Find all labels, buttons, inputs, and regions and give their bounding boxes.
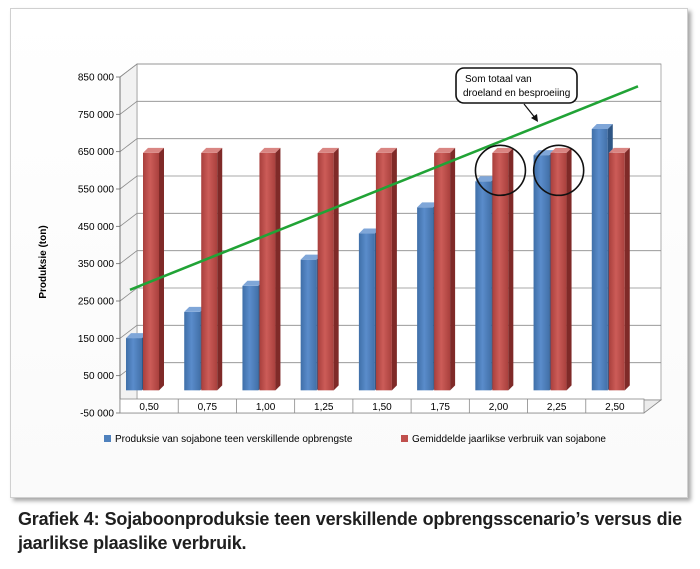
bar-top bbox=[317, 147, 339, 153]
gridline bbox=[119, 175, 661, 190]
bar-consumption bbox=[143, 147, 164, 391]
bar-top bbox=[201, 147, 223, 153]
bar-side bbox=[333, 147, 339, 391]
y-tick-label: 350 000 bbox=[78, 259, 115, 270]
bar-consumption bbox=[608, 147, 630, 391]
bar-front bbox=[608, 152, 625, 391]
x-tick-label: 1,00 bbox=[256, 402, 276, 413]
bar-side bbox=[217, 147, 223, 391]
y-tick-label: 850 000 bbox=[78, 73, 115, 84]
bar-side bbox=[624, 147, 630, 391]
bar-front bbox=[126, 338, 142, 391]
bars bbox=[126, 124, 630, 391]
legend-swatch bbox=[104, 435, 111, 442]
bar-top bbox=[550, 147, 572, 153]
legend-label: Produksie van sojabone teen verskillende… bbox=[115, 434, 353, 445]
legend-label: Gemiddelde jaarlikse verbruik van sojabo… bbox=[412, 434, 606, 445]
bar-consumption bbox=[550, 147, 572, 391]
bar-top bbox=[126, 333, 147, 339]
trend-line-group bbox=[129, 85, 639, 292]
category-band bbox=[119, 398, 645, 414]
bar-front bbox=[375, 152, 392, 391]
bar-side bbox=[450, 147, 456, 391]
trend-line bbox=[129, 85, 639, 292]
bar-top bbox=[242, 280, 264, 286]
figure-caption: Grafiek 4: Sojaboonproduksie teen verski… bbox=[18, 509, 682, 553]
bar-consumption bbox=[259, 147, 281, 391]
bar-front bbox=[242, 285, 259, 391]
bar-front bbox=[434, 152, 451, 391]
bar-top bbox=[434, 147, 456, 153]
annotation-line2: droeland en besproeiing bbox=[463, 88, 570, 99]
bar-side bbox=[391, 147, 397, 391]
bar-consumption bbox=[434, 147, 456, 391]
x-tick-label: 1,75 bbox=[430, 402, 450, 413]
highlight-circle bbox=[532, 144, 585, 197]
y-tick-label: 450 000 bbox=[78, 222, 115, 233]
x-tick-label: 1,25 bbox=[314, 402, 334, 413]
bar-consumption bbox=[317, 147, 339, 391]
bar-front bbox=[201, 152, 218, 391]
highlight-circles bbox=[474, 144, 585, 197]
gridline bbox=[119, 138, 661, 152]
y-axis-label: Produksie (ton) bbox=[38, 225, 49, 298]
x-tick-label: 2,00 bbox=[489, 402, 509, 413]
bar-top bbox=[184, 306, 206, 312]
bar-top bbox=[417, 202, 439, 208]
bar-front bbox=[492, 152, 509, 391]
annotation-group: Som totaal van droeland en besproeiing bbox=[455, 67, 578, 122]
y-tick-label: -50 000 bbox=[80, 409, 114, 420]
bar-side bbox=[275, 147, 281, 391]
y-tick-label: 750 000 bbox=[78, 110, 115, 121]
y-tick-label: 50 000 bbox=[83, 371, 114, 382]
bar-top bbox=[492, 147, 514, 153]
x-tick-label: 2,25 bbox=[547, 402, 567, 413]
gridline bbox=[119, 63, 661, 78]
bar-chart: -50 000 50 000 150 000 250 000 350 000 450 00… bbox=[38, 63, 663, 445]
legend-swatch bbox=[401, 435, 408, 442]
bar-front bbox=[300, 259, 317, 391]
bar-top bbox=[475, 176, 497, 182]
bar-front bbox=[184, 311, 201, 391]
bar-front bbox=[358, 233, 375, 391]
bar-front bbox=[533, 155, 550, 391]
y-tick-label: 250 000 bbox=[78, 297, 115, 308]
highlight-circle bbox=[474, 144, 527, 197]
x-tick-label: 0,75 bbox=[198, 402, 218, 413]
bar-top bbox=[259, 147, 281, 153]
annotation-line1: Som totaal van bbox=[465, 74, 532, 85]
bar-top bbox=[608, 147, 630, 153]
bar-front bbox=[417, 207, 434, 391]
y-tick-label: 650 000 bbox=[78, 147, 115, 158]
x-tick-label: 2,50 bbox=[605, 402, 625, 413]
x-axis-ticks: 0,50 0,75 1,00 1,25 1,50 1,75 2,00 2,25 2,50 bbox=[139, 399, 625, 413]
x-tick-label: 1,50 bbox=[372, 402, 392, 413]
bar-consumption bbox=[375, 147, 397, 391]
bar-side bbox=[508, 147, 514, 391]
bar-front bbox=[591, 129, 608, 391]
bar-front bbox=[143, 152, 159, 391]
bar-top bbox=[375, 147, 397, 153]
y-tick-label: 150 000 bbox=[78, 334, 115, 345]
annotation-box bbox=[455, 67, 578, 104]
y-axis-ticks: -50 000 50 000 150 000 250 000 350 000 450 00… bbox=[78, 73, 115, 420]
bar-front bbox=[550, 152, 567, 391]
bar-consumption bbox=[201, 147, 223, 391]
bar-consumption bbox=[492, 147, 514, 391]
legend: Produksie van sojabone teen verskillende… bbox=[104, 434, 606, 445]
bar-top bbox=[143, 147, 164, 153]
bar-side bbox=[566, 147, 572, 391]
bar-top bbox=[358, 228, 380, 234]
annotation-arrow-head bbox=[531, 114, 538, 122]
bar-side bbox=[159, 147, 164, 391]
y-tick-label: 550 000 bbox=[78, 185, 115, 196]
bar-front bbox=[259, 152, 276, 391]
x-tick-label: 0,50 bbox=[139, 402, 159, 413]
plot-floor bbox=[118, 398, 663, 414]
bar-front bbox=[475, 181, 492, 391]
bar-top bbox=[591, 124, 613, 129]
bar-front bbox=[317, 152, 334, 391]
bar-top bbox=[300, 254, 322, 260]
